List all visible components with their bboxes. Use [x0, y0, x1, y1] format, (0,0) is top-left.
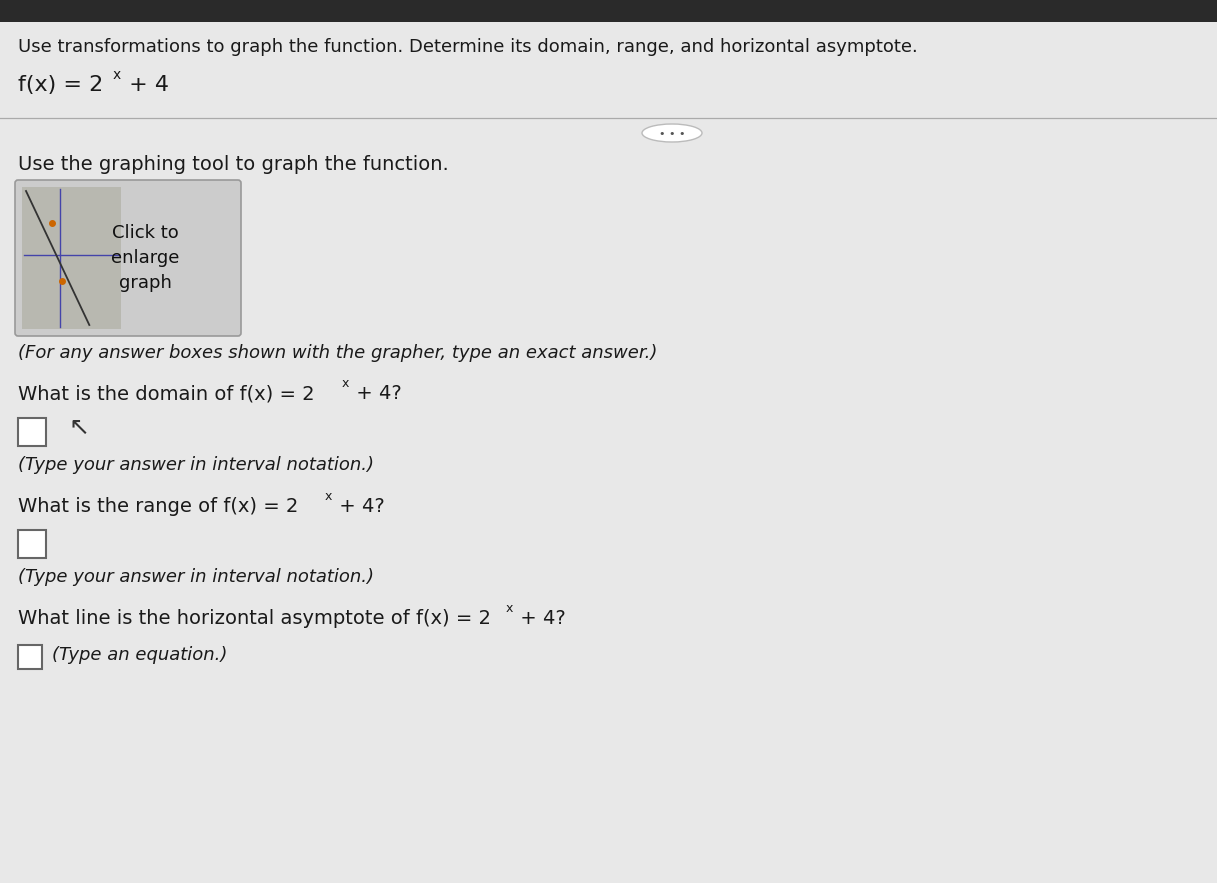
Text: + 4?: + 4?	[514, 609, 566, 628]
Text: • • •: • • •	[658, 129, 685, 139]
FancyBboxPatch shape	[15, 180, 241, 336]
Bar	[18, 645, 43, 669]
Text: x: x	[342, 377, 349, 390]
Bar	[18, 530, 46, 558]
Text: x: x	[113, 68, 122, 82]
Text: (Type your answer in interval notation.): (Type your answer in interval notation.)	[18, 568, 374, 586]
Text: Use transformations to graph the function. Determine its domain, range, and hori: Use transformations to graph the functio…	[18, 38, 918, 56]
Text: f(x) = 2: f(x) = 2	[18, 75, 103, 95]
Bar	[18, 418, 46, 446]
Text: Click to
enlarge
graph: Click to enlarge graph	[112, 224, 180, 292]
Bar	[22, 187, 120, 329]
Text: ↖: ↖	[68, 416, 89, 440]
Text: + 4: + 4	[122, 75, 169, 95]
Text: (Type your answer in interval notation.): (Type your answer in interval notation.)	[18, 456, 374, 474]
Text: Use the graphing tool to graph the function.: Use the graphing tool to graph the funct…	[18, 155, 449, 174]
Text: (For any answer boxes shown with the grapher, type an exact answer.): (For any answer boxes shown with the gra…	[18, 344, 657, 362]
Ellipse shape	[643, 124, 702, 142]
Text: What is the range of f(x) = 2: What is the range of f(x) = 2	[18, 497, 298, 516]
Text: + 4?: + 4?	[350, 384, 402, 403]
Text: What line is the horizontal asymptote of f(x) = 2: What line is the horizontal asymptote of…	[18, 609, 490, 628]
Text: What is the domain of f(x) = 2: What is the domain of f(x) = 2	[18, 384, 315, 403]
Bar	[0, 0, 1217, 22]
Text: x: x	[506, 602, 514, 615]
Text: + 4?: + 4?	[333, 497, 385, 516]
Text: (Type an equation.): (Type an equation.)	[52, 646, 228, 664]
Text: x: x	[325, 490, 332, 503]
